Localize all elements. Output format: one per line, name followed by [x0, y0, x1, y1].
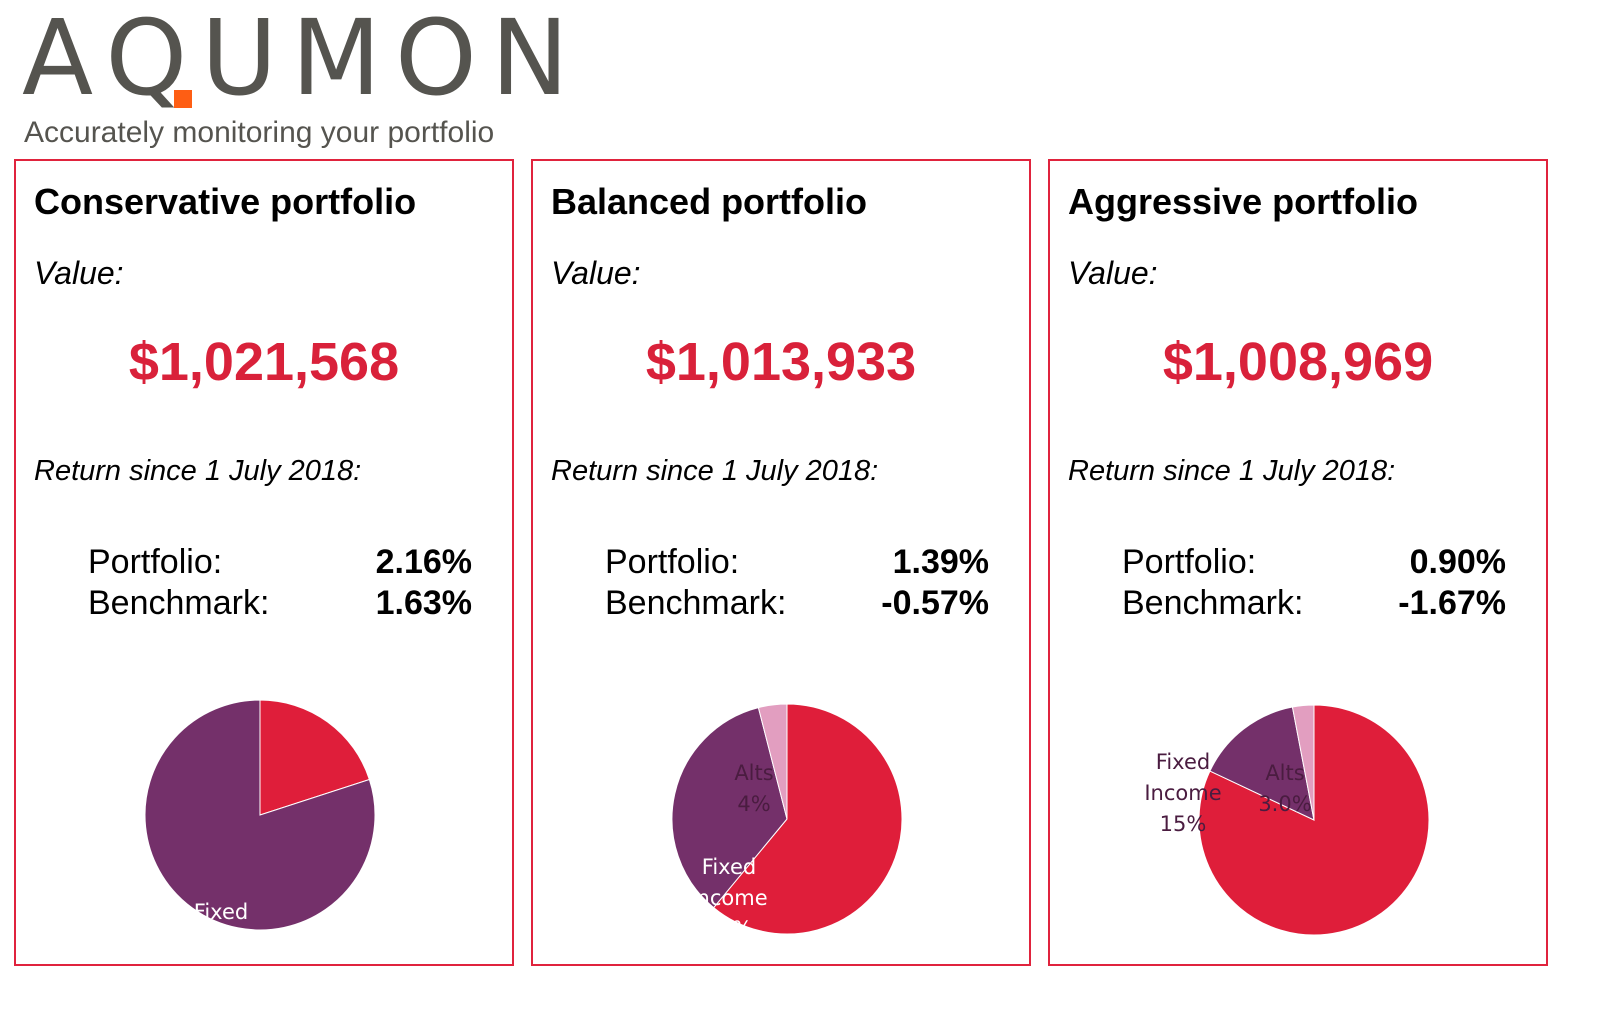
benchmark-return-row: Benchmark: 1.63% — [88, 584, 472, 623]
portfolio-return-value: 0.90% — [1409, 543, 1506, 581]
return-label: Return since 1 July 2018: — [34, 455, 362, 487]
portfolio-value: $1,013,933 — [645, 332, 917, 392]
portfolio-panel-2: Aggressive portfolio Value: $1,008,969 R… — [1048, 159, 1548, 966]
value-label: Value: — [34, 255, 124, 291]
benchmark-return-value: -1.67% — [1398, 584, 1506, 622]
pie-label-fixed-income: Fixed Income 35% — [690, 855, 767, 941]
pie-slice-equity — [712, 703, 903, 935]
pie-slice-equity — [259, 699, 371, 816]
portfolio-return-value: 2.16% — [375, 543, 472, 581]
portfolio-panel-0: Conservative portfolio Value: $1,021,568… — [14, 159, 514, 966]
portfolio-return-row: Portfolio: 1.39% — [605, 543, 989, 582]
portfolio-return-value: 1.39% — [892, 543, 989, 581]
pie-slice-fixed-income — [144, 699, 376, 931]
pie-label-alts: Alts 3.0% — [1258, 761, 1311, 816]
portfolio-return-row: Portfolio: 0.90% — [1122, 543, 1506, 582]
benchmark-return-row: Benchmark: -0.57% — [605, 584, 989, 623]
pie-slice-fixed-income — [1209, 706, 1315, 821]
panel-title: Aggressive portfolio — [1068, 181, 1419, 222]
pie-slice-alts — [757, 703, 788, 820]
panel-title: Conservative portfolio — [34, 181, 417, 222]
pie-label-alts: Alts 4% — [734, 761, 773, 816]
benchmark-return-value: 1.63% — [375, 584, 472, 622]
return-label: Return since 1 July 2018: — [1068, 455, 1396, 487]
benchmark-return-label: Benchmark: — [88, 584, 270, 622]
allocation-pie-chart: Equity20%FixedIncome80% — [144, 699, 376, 961]
portfolio-panel-1: Balanced portfolio Value: $1,013,933 Ret… — [531, 159, 1031, 966]
logo-text: AQUMON — [22, 0, 583, 119]
logo: AQUMON — [22, 6, 583, 110]
pie-slice-alts — [1291, 704, 1315, 821]
pie-slice-fixed-income — [671, 707, 788, 909]
portfolio-value: $1,021,568 — [128, 332, 400, 392]
benchmark-return-label: Benchmark: — [1122, 584, 1304, 622]
value-label: Value: — [1068, 255, 1158, 291]
portfolio-return-label: Portfolio: — [1122, 543, 1257, 581]
tagline: Accurately monitoring your portfolio — [24, 116, 495, 149]
value-label: Value: — [551, 255, 641, 291]
pie-label-fixed-income: Fixed Income 15% — [1144, 750, 1221, 836]
benchmark-return-row: Benchmark: -1.67% — [1122, 584, 1506, 623]
portfolio-return-label: Portfolio: — [88, 543, 223, 581]
panel-title: Balanced portfolio — [551, 181, 868, 222]
return-label: Return since 1 July 2018: — [551, 455, 879, 487]
benchmark-return-label: Benchmark: — [605, 584, 787, 622]
portfolio-return-row: Portfolio: 2.16% — [88, 543, 472, 582]
pie-label-fixed-income: FixedIncome80% — [182, 900, 259, 961]
pie-label-equity: Equity61% — [810, 951, 876, 961]
portfolio-return-label: Portfolio: — [605, 543, 740, 581]
benchmark-return-value: -0.57% — [881, 584, 989, 622]
logo-dot — [174, 90, 192, 108]
portfolio-value: $1,008,969 — [1162, 332, 1434, 392]
